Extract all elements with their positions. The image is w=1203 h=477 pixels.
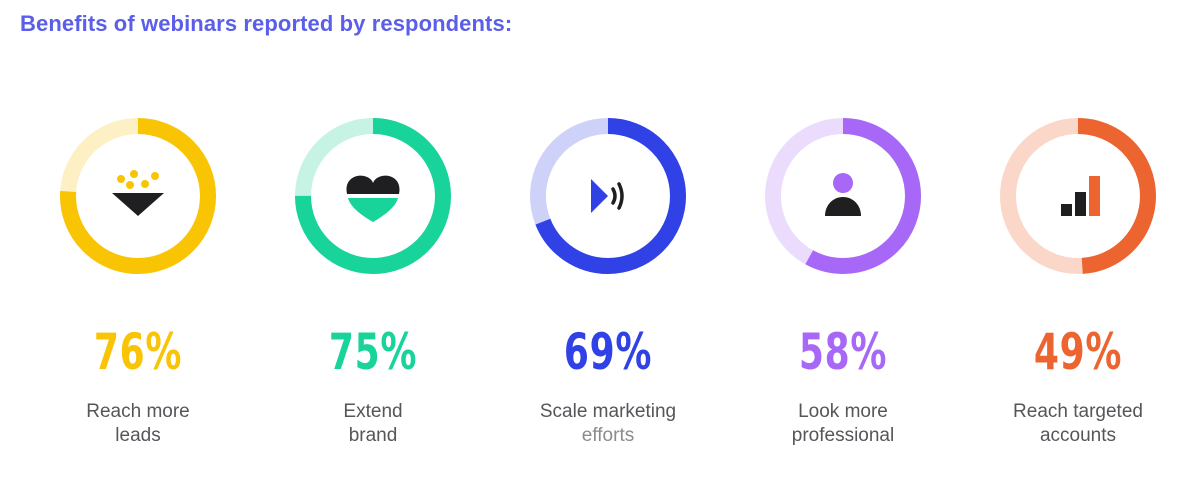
page-title: Benefits of webinars reported by respond… bbox=[20, 11, 513, 36]
percentage-value: 49% bbox=[1033, 323, 1123, 381]
progress-ring bbox=[528, 116, 688, 276]
benefit-label-line: Reach targeted bbox=[1013, 401, 1143, 422]
benefit-item: 58% Look more professional bbox=[725, 100, 961, 460]
ring-value-arc bbox=[530, 118, 686, 274]
bar-chart-icon bbox=[1038, 156, 1118, 236]
benefit-label-line: Scale marketing bbox=[539, 401, 677, 422]
progress-ring bbox=[293, 116, 453, 276]
benefit-label: Reach targeted accounts bbox=[960, 400, 1196, 448]
ring-value-arc bbox=[60, 118, 216, 274]
progress-ring bbox=[763, 116, 923, 276]
benefit-label: Extend brand bbox=[255, 400, 491, 448]
benefit-label: Reach more leads bbox=[20, 400, 256, 448]
ring-value-arc bbox=[295, 118, 451, 274]
benefit-label-line: professional bbox=[791, 425, 895, 446]
benefit-label: Look more professional bbox=[725, 400, 961, 448]
benefit-label-line: Extend bbox=[343, 401, 403, 422]
ring-value-arc bbox=[1000, 118, 1156, 274]
progress-ring bbox=[998, 116, 1158, 276]
percentage-value: 76% bbox=[93, 323, 183, 381]
benefit-label-line: Reach more bbox=[86, 401, 190, 422]
benefit-item: 75% Extend brand bbox=[255, 100, 491, 460]
benefit-label-line: leads bbox=[115, 425, 161, 446]
benefit-label-line: brand bbox=[348, 425, 398, 446]
benefit-item: 76% Reach more leads bbox=[20, 100, 256, 460]
percentage-value: 75% bbox=[328, 323, 418, 381]
funnel-leads-icon bbox=[98, 156, 178, 236]
benefit-label: Scale marketing efforts bbox=[490, 400, 726, 448]
ring-value-arc bbox=[765, 118, 921, 274]
benefit-item: 69% Scale marketing efforts bbox=[490, 100, 726, 460]
heart-icon bbox=[333, 156, 413, 236]
benefit-item: 49% Reach targeted accounts bbox=[960, 100, 1196, 460]
benefit-label-line: Look more bbox=[798, 401, 888, 422]
benefit-label-line: accounts bbox=[1039, 425, 1117, 446]
person-icon bbox=[803, 156, 883, 236]
benefit-label-line: efforts bbox=[581, 425, 635, 446]
megaphone-icon bbox=[568, 156, 648, 236]
percentage-value: 58% bbox=[798, 323, 888, 381]
progress-ring bbox=[58, 116, 218, 276]
percentage-value: 69% bbox=[563, 323, 653, 381]
